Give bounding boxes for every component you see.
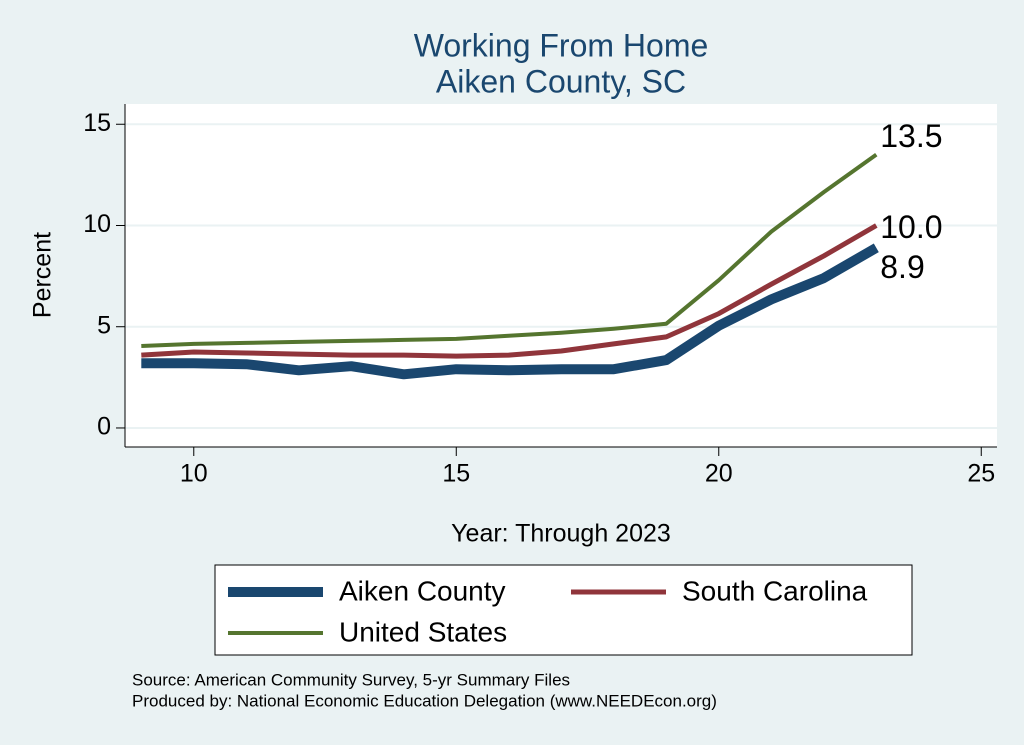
y-tick-label: 0 bbox=[97, 413, 111, 441]
data-label: 8.9 bbox=[880, 249, 924, 285]
data-label: 13.5 bbox=[880, 118, 942, 154]
chart-title: Working From Home bbox=[414, 27, 709, 63]
x-tick-label: 20 bbox=[705, 460, 733, 488]
x-tick-label: 10 bbox=[180, 460, 208, 488]
producer-note: Produced by: National Economic Education… bbox=[132, 691, 717, 710]
y-tick-label: 10 bbox=[83, 210, 111, 238]
y-axis-label: Percent bbox=[29, 232, 57, 318]
legend-label: South Carolina bbox=[682, 575, 868, 606]
series-line bbox=[141, 243, 879, 380]
chart-subtitle: Aiken County, SC bbox=[436, 63, 686, 99]
legend-label: Aiken County bbox=[339, 575, 506, 606]
y-tick-label: 5 bbox=[97, 311, 111, 339]
data-label: 10.0 bbox=[880, 209, 942, 245]
x-axis-label: Year: Through 2023 bbox=[451, 520, 671, 548]
x-tick-label: 15 bbox=[442, 460, 470, 488]
series-line bbox=[141, 152, 878, 348]
y-tick-label: 15 bbox=[83, 109, 111, 137]
legend-label: United States bbox=[339, 616, 507, 647]
plot-area bbox=[125, 104, 997, 447]
legend bbox=[214, 564, 913, 656]
x-tick-label: 25 bbox=[967, 460, 995, 488]
series-line bbox=[141, 223, 878, 359]
source-note: Source: American Community Survey, 5-yr … bbox=[132, 670, 570, 689]
